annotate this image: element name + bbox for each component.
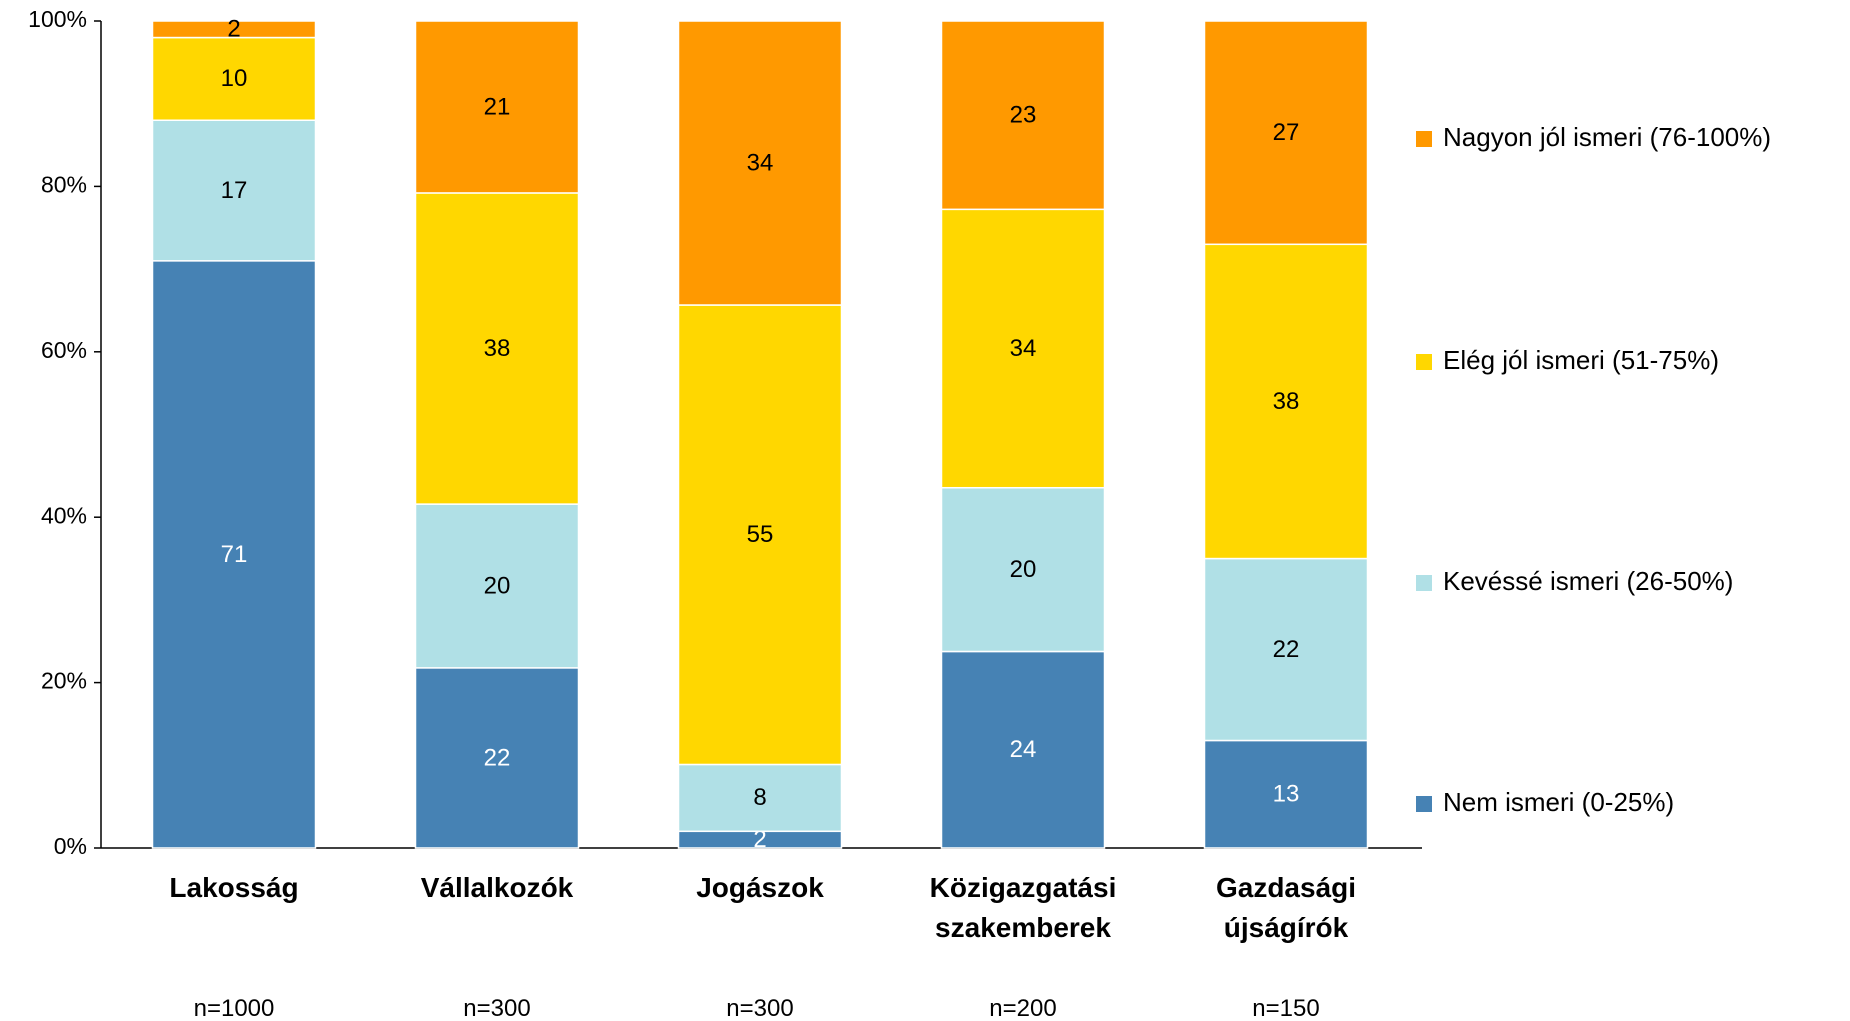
data-label: 34 <box>1010 335 1037 362</box>
sample-size: n=150 <box>1252 995 1320 1021</box>
sample-size: n=300 <box>726 995 794 1021</box>
x-tick-label: Gazdasági újságírók <box>1215 872 1357 943</box>
data-label: 21 <box>484 93 511 120</box>
y-tick-label: 20% <box>41 668 87 694</box>
x-tick-label: Lakosság <box>169 872 299 903</box>
data-label: 20 <box>484 572 511 599</box>
data-label: 22 <box>1273 636 1300 663</box>
x-tick-label: Jogászok <box>696 872 824 903</box>
data-label: 34 <box>747 149 774 176</box>
data-label: 71 <box>221 541 248 568</box>
legend-label: Nem ismeri (0-25%) <box>1443 787 1674 817</box>
bar-segment <box>151 260 317 849</box>
bar-segment <box>677 304 843 766</box>
data-label: 10 <box>221 65 248 92</box>
x-tick-label: Vállalkozók <box>420 872 574 903</box>
sample-size: n=200 <box>989 995 1057 1021</box>
bar-segment <box>1203 243 1369 560</box>
y-tick-label: 80% <box>41 171 87 197</box>
data-label: 20 <box>1010 556 1037 583</box>
sample-size: n=300 <box>463 995 531 1021</box>
sample-size: n=1000 <box>193 995 275 1021</box>
data-label: 22 <box>484 744 511 771</box>
bar-segment <box>414 20 580 194</box>
legend-swatch <box>1416 354 1432 370</box>
data-label: 38 <box>484 335 511 362</box>
bar-segment <box>677 20 843 306</box>
bar-segment <box>414 192 580 505</box>
bar-segment <box>940 208 1106 489</box>
data-label: 23 <box>1010 102 1037 129</box>
bar-segment <box>677 763 843 833</box>
data-label: 27 <box>1273 119 1300 146</box>
bar-segment <box>1203 739 1369 849</box>
y-tick-label: 40% <box>41 502 87 528</box>
legend-swatch <box>1416 131 1432 147</box>
y-tick-label: 60% <box>41 337 87 363</box>
bar-segment <box>940 650 1106 849</box>
legend-label: Elég jól ismeri (51-75%) <box>1443 345 1719 375</box>
x-tick-label: Közigazgatási szakemberek <box>929 872 1117 943</box>
bar-segment <box>940 486 1106 653</box>
data-label: 24 <box>1010 736 1037 763</box>
data-label: 13 <box>1273 781 1300 808</box>
legend-swatch <box>1416 796 1432 812</box>
data-label: 55 <box>747 521 774 548</box>
bar-segment <box>151 36 317 121</box>
legend-swatch <box>1416 575 1432 591</box>
bar-segment <box>414 503 580 669</box>
bar-segment <box>414 667 580 849</box>
y-tick-label: 100% <box>28 6 87 32</box>
bar-segment <box>151 20 317 39</box>
data-label: 2 <box>227 16 240 43</box>
bar-segment <box>151 119 317 262</box>
bar-segment <box>1203 20 1369 246</box>
y-tick-label: 0% <box>54 833 87 859</box>
legend-label: Nagyon jól ismeri (76-100%) <box>1443 122 1771 152</box>
data-label: 8 <box>753 784 766 811</box>
data-label: 2 <box>753 826 766 853</box>
bar-segment <box>940 20 1106 211</box>
data-label: 17 <box>221 177 248 204</box>
legend-label: Kevéssé ismeri (26-50%) <box>1443 566 1733 596</box>
data-label: 38 <box>1273 388 1300 415</box>
